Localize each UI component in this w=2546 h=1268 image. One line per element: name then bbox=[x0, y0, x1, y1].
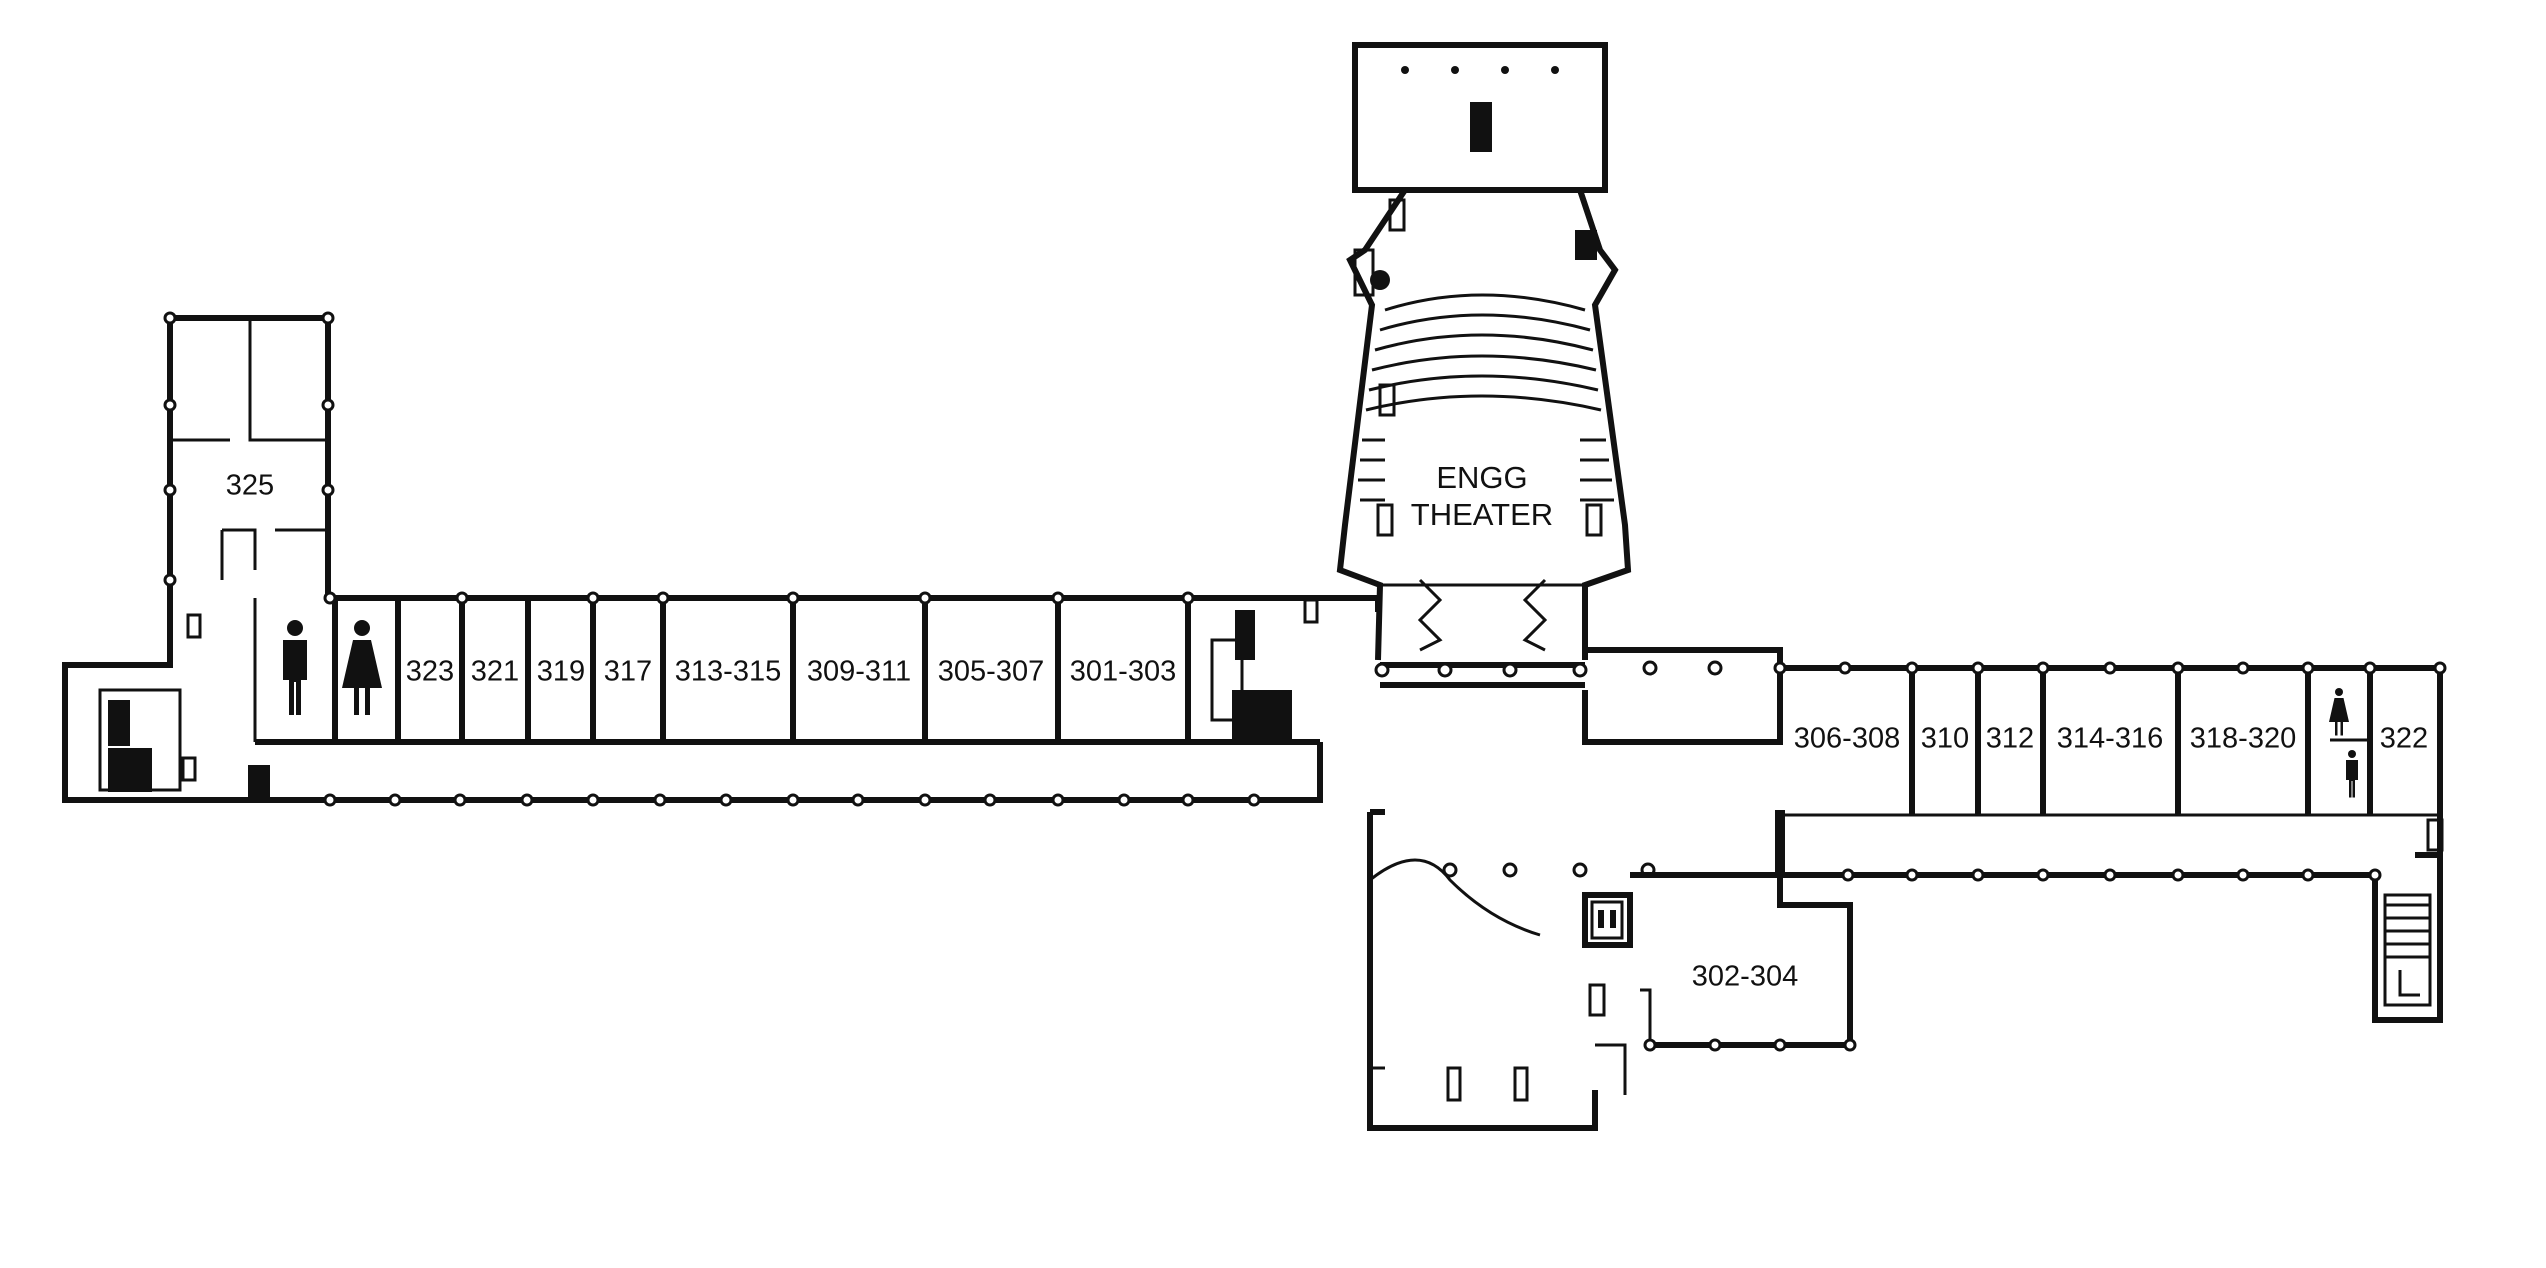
west-rooms bbox=[172, 442, 1188, 740]
column-row-west bbox=[163, 311, 1261, 807]
room-label-305-307: 305-307 bbox=[938, 656, 1044, 688]
stairs-icon bbox=[1210, 610, 1292, 740]
room-label-310: 310 bbox=[1921, 723, 1969, 755]
room-label-325: 325 bbox=[226, 470, 274, 502]
room-label-322: 322 bbox=[2380, 723, 2428, 755]
room-labels: 325 323 321 319 317 313-315 309-311 305-… bbox=[226, 460, 2428, 992]
room-label-313-315: 313-315 bbox=[675, 656, 781, 688]
room-label-309-311: 309-311 bbox=[807, 656, 911, 688]
mens-restroom-icon bbox=[2346, 750, 2358, 798]
room-label-301-303: 301-303 bbox=[1070, 656, 1176, 688]
room-label-312: 312 bbox=[1986, 723, 2034, 755]
theater-block bbox=[1336, 42, 1632, 688]
central-lobby bbox=[1367, 809, 1857, 1131]
room-label-323: 323 bbox=[406, 656, 454, 688]
stairs-icon bbox=[108, 700, 152, 792]
womens-restroom-icon bbox=[2329, 688, 2349, 736]
room-label-321: 321 bbox=[471, 656, 519, 688]
stairs-icon bbox=[2383, 893, 2432, 1007]
room-label-314-316: 314-316 bbox=[2057, 723, 2163, 755]
theater-label-line1: ENGG bbox=[1436, 460, 1527, 495]
theater-label-line2: THEATER bbox=[1411, 497, 1553, 532]
womens-restroom-icon bbox=[342, 620, 382, 715]
room-label-318-320: 318-320 bbox=[2190, 723, 2296, 755]
room-label-317: 317 bbox=[604, 656, 652, 688]
fire-extinguisher-icon bbox=[181, 598, 1319, 797]
mens-restroom-icon bbox=[283, 620, 307, 715]
east-wing bbox=[1582, 647, 2447, 1023]
west-wing bbox=[62, 311, 1381, 807]
elevator-icon bbox=[1590, 900, 1624, 940]
room-label-306-308: 306-308 bbox=[1794, 723, 1900, 755]
room-label-319: 319 bbox=[537, 656, 585, 688]
room-label-302-304: 302-304 bbox=[1692, 961, 1798, 993]
